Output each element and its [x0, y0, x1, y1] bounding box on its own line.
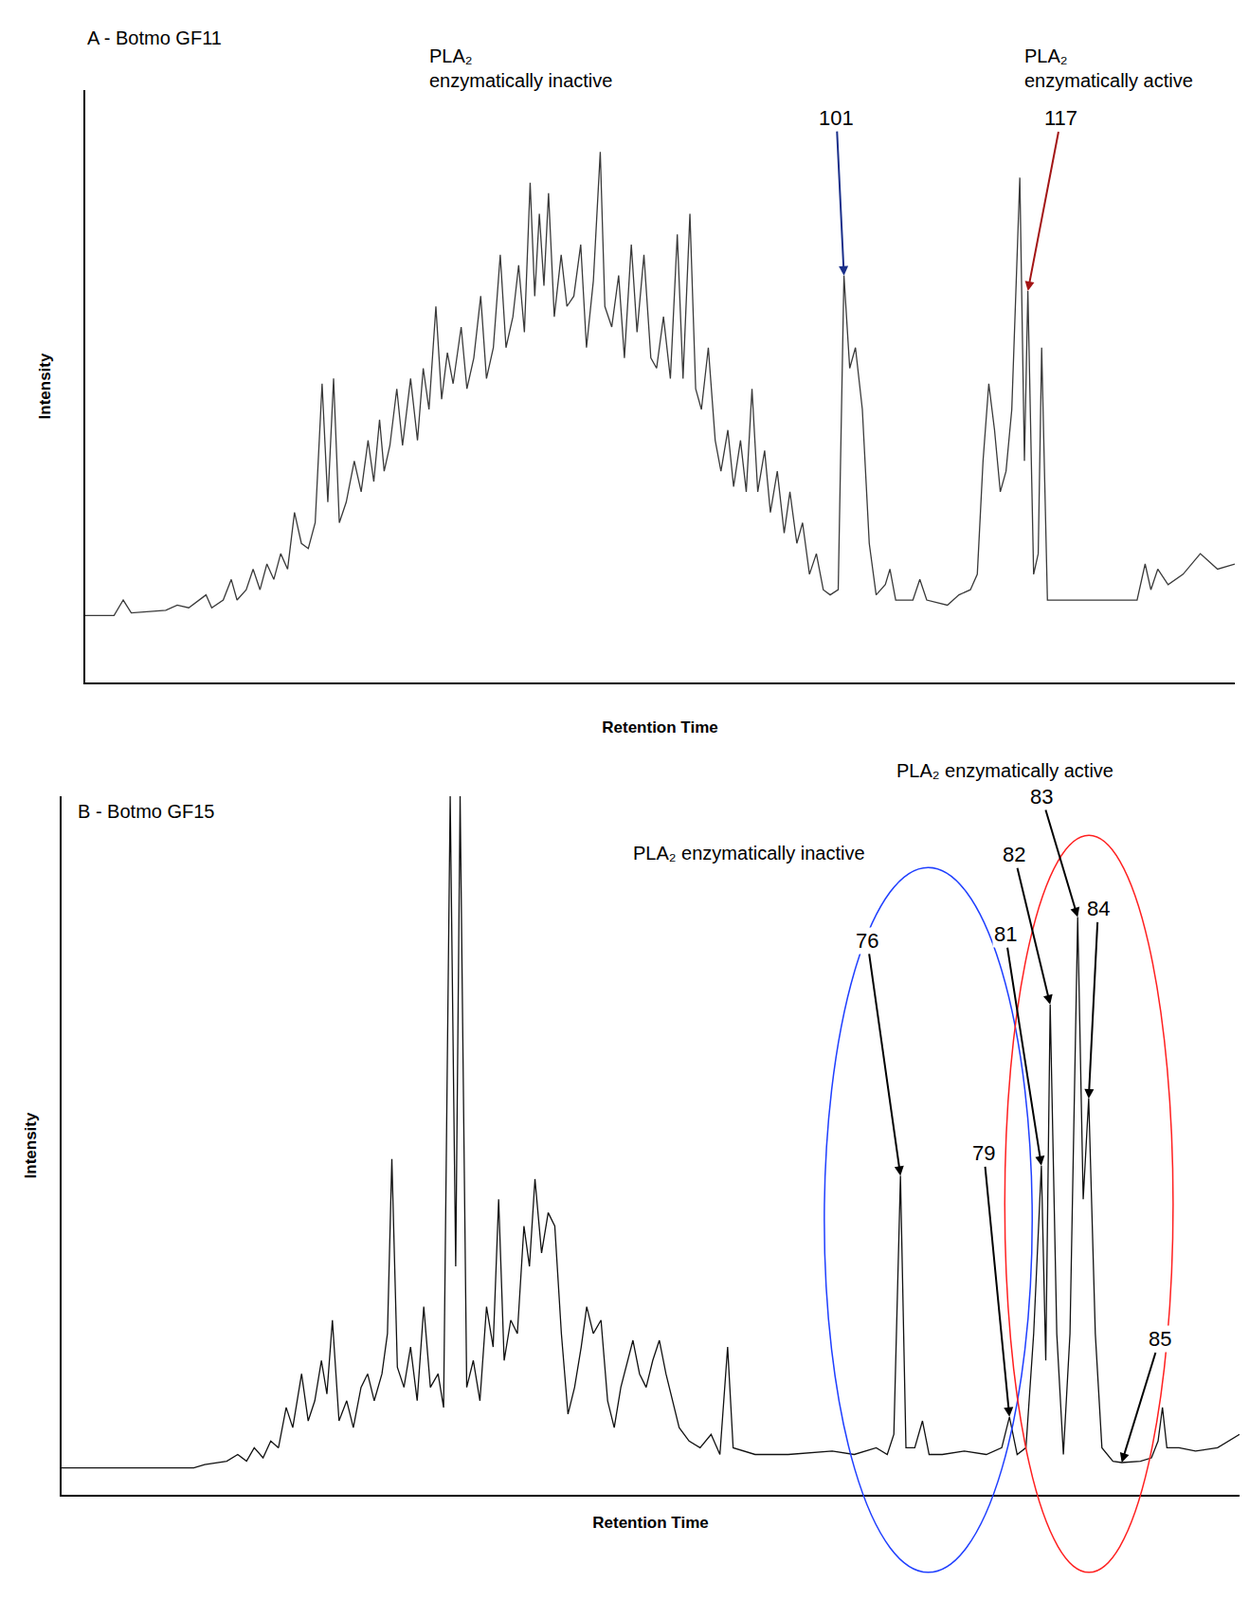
svg-text:B - Botmo GF15: B - Botmo GF15 [77, 800, 216, 822]
svg-text:PLA₂ enzymatically inactive: PLA₂ enzymatically inactive [633, 842, 866, 864]
svg-text:85: 85 [1148, 1326, 1172, 1351]
svg-text:83: 83 [1030, 784, 1053, 809]
svg-text:Retention Time: Retention Time [592, 1513, 708, 1532]
svg-text:PLA₂enzymatically active: PLA₂enzymatically active [1024, 45, 1194, 91]
svg-text:PLA₂enzymatically inactive: PLA₂enzymatically inactive [429, 45, 613, 91]
svg-text:Intensity: Intensity [21, 1111, 40, 1178]
svg-text:Retention Time: Retention Time [601, 718, 718, 737]
svg-text:PLA₂ enzymatically active: PLA₂ enzymatically active [896, 760, 1114, 781]
svg-text:A - Botmo GF11: A - Botmo GF11 [87, 27, 222, 49]
svg-text:84: 84 [1086, 896, 1110, 921]
svg-text:117: 117 [1044, 106, 1078, 130]
svg-text:Intensity: Intensity [36, 352, 55, 419]
svg-text:76: 76 [855, 928, 879, 953]
svg-text:82: 82 [1002, 842, 1026, 867]
svg-text:81: 81 [994, 922, 1017, 946]
svg-text:101: 101 [818, 106, 854, 130]
svg-text:79: 79 [972, 1140, 996, 1165]
